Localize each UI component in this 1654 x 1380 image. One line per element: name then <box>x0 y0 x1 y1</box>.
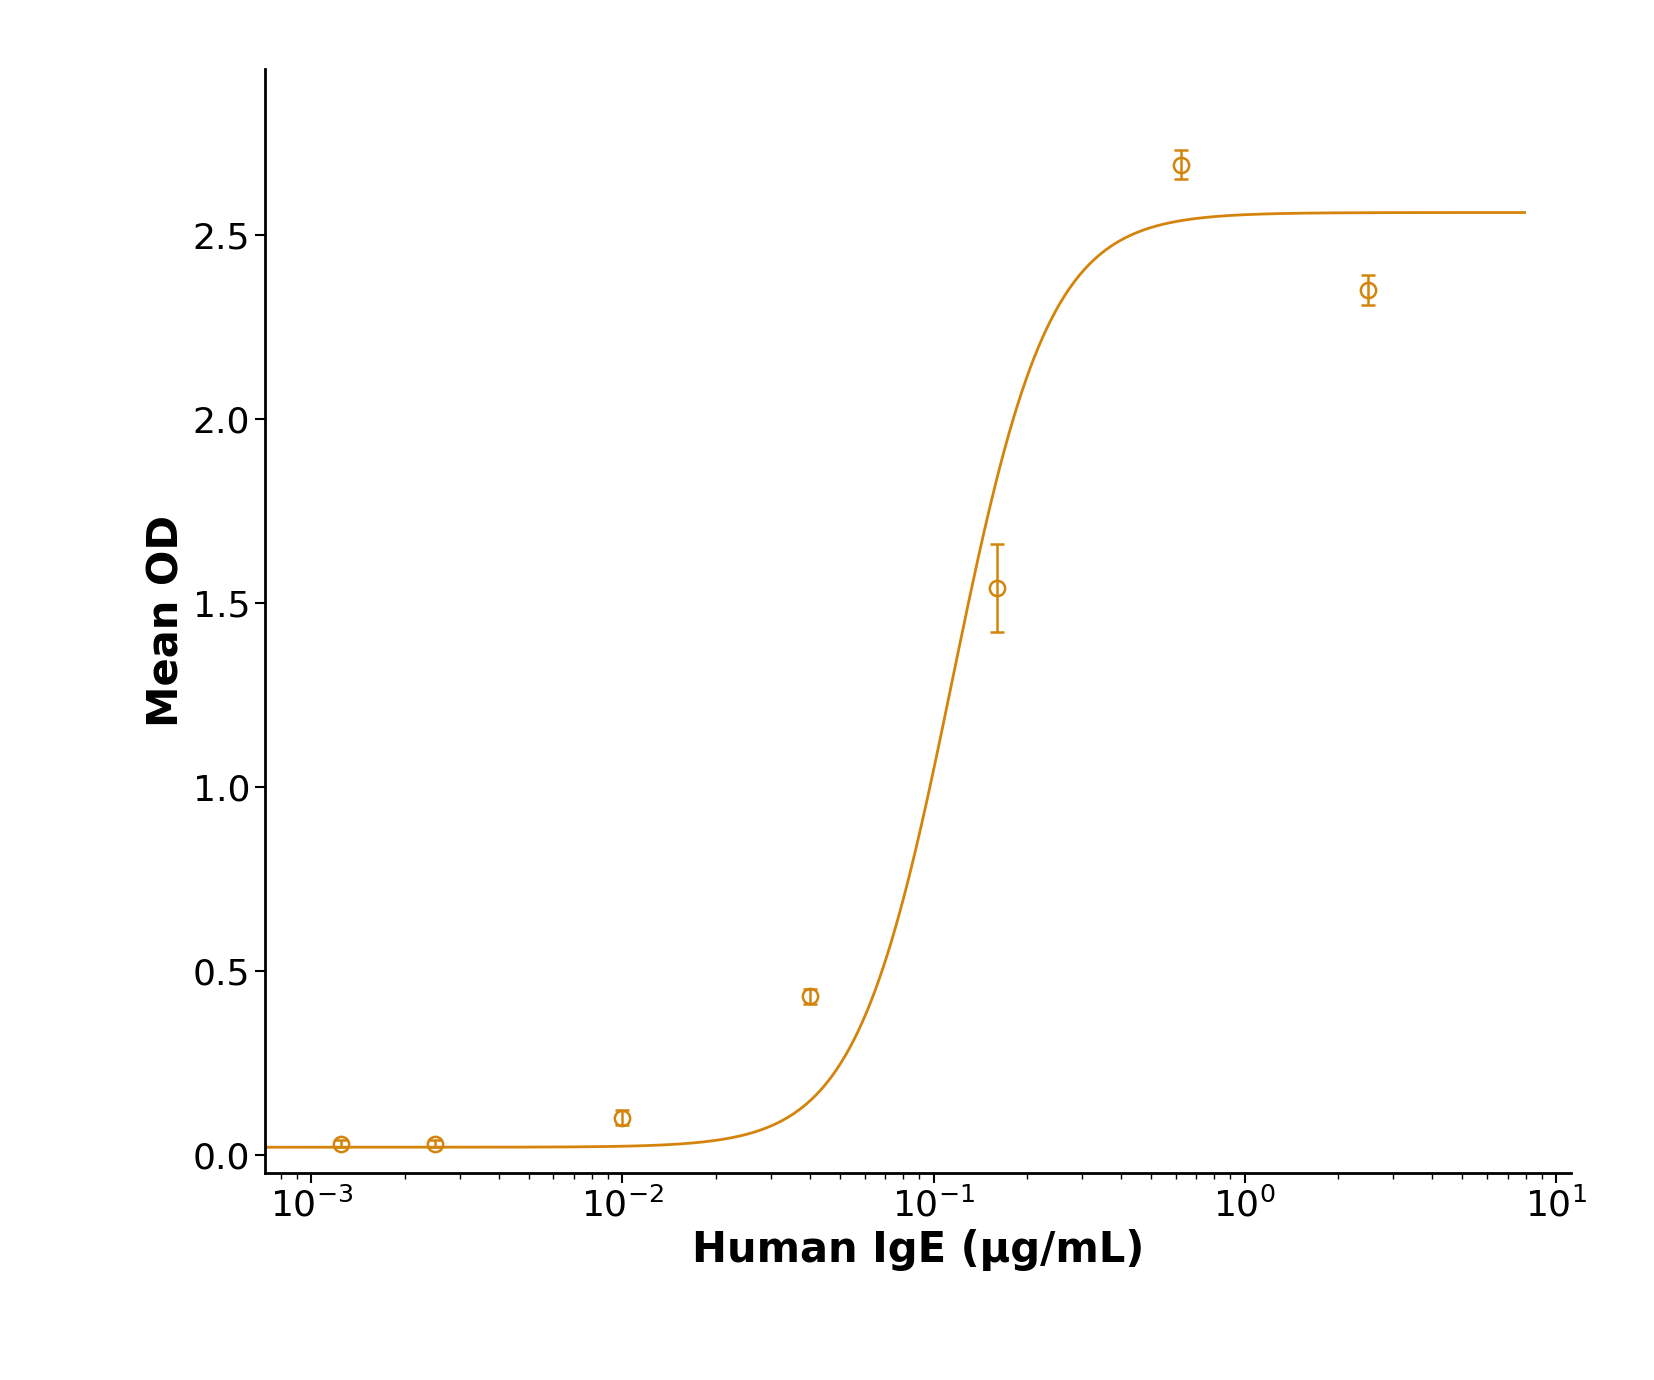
Y-axis label: Mean OD: Mean OD <box>146 515 187 727</box>
X-axis label: Human IgE (μg/mL): Human IgE (μg/mL) <box>691 1230 1145 1271</box>
